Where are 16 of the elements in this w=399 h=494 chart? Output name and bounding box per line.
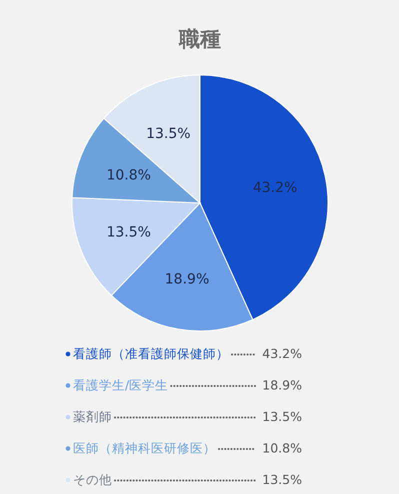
legend-label: 看護師（准看護師保健師） — [73, 346, 229, 361]
text: 18.9% — [262, 378, 302, 392]
chart-title: 職種 — [178, 27, 221, 51]
text: 13.5% — [262, 409, 302, 424]
data-label: 13.5% — [146, 126, 191, 142]
legend-label: 医師（精神科医研修医） — [73, 440, 216, 456]
data-label: 43.2% — [252, 180, 298, 196]
text: 13.5% — [262, 472, 302, 487]
data-label: 18.9% — [164, 272, 210, 288]
legend-label: 看護学生/医学生 — [73, 378, 168, 392]
data-label: 10.8% — [106, 167, 151, 184]
text: 43.2% — [262, 346, 302, 361]
legend-label: 薬剤師 — [73, 409, 112, 424]
legend-label: その他 — [73, 472, 112, 487]
text: 10.8% — [262, 440, 302, 456]
data-label: 13.5% — [106, 224, 151, 241]
